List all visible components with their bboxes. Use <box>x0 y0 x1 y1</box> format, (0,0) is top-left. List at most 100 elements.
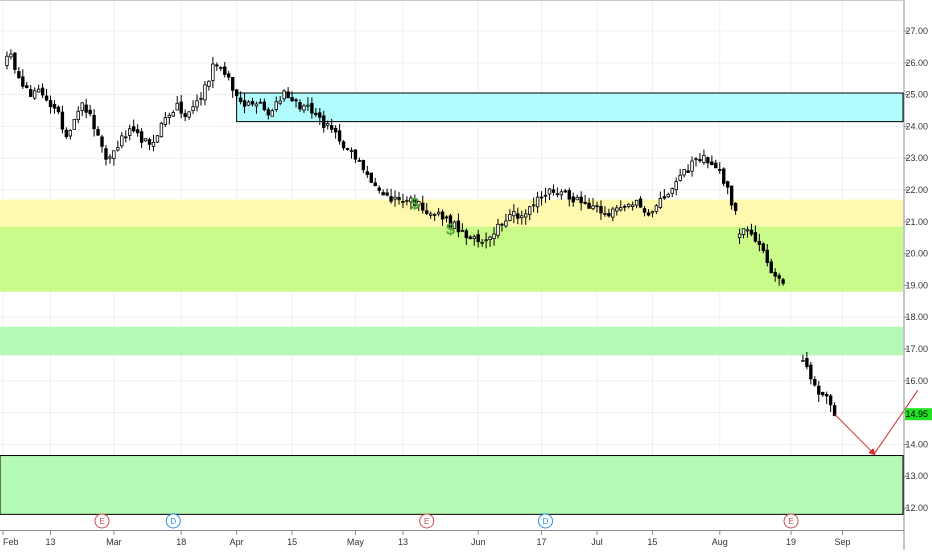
candle-body <box>543 194 548 197</box>
candle-body <box>690 160 694 172</box>
candle-body <box>809 364 813 380</box>
x-tick-label: Mar <box>106 537 122 547</box>
candle-body <box>587 202 591 209</box>
candle-body <box>258 101 263 104</box>
y-tick-label: 27.00 <box>905 26 928 36</box>
x-tick-label: 15 <box>287 537 297 547</box>
event-circle[interactable] <box>94 513 110 529</box>
x-tick-label: 13 <box>398 537 408 547</box>
candle-body <box>615 207 619 212</box>
x-tick-label: Sep <box>835 537 851 547</box>
candle-body <box>163 117 168 125</box>
candle-body <box>29 88 33 97</box>
candle-body <box>539 196 544 199</box>
candle-body <box>385 192 389 196</box>
candle-body <box>725 181 730 188</box>
candle-body <box>452 221 457 229</box>
candle-body <box>357 160 362 162</box>
candle-body <box>777 275 781 279</box>
candle-body <box>508 214 512 221</box>
candle-body <box>444 216 449 219</box>
candle-body <box>634 199 639 206</box>
y-tick-label: 17.00 <box>905 344 928 354</box>
candle-body <box>745 229 750 232</box>
candle-body <box>9 53 13 58</box>
candle-body <box>722 168 726 184</box>
candle-body <box>377 187 381 191</box>
y-tick-label: 26.00 <box>905 58 928 68</box>
candle-body <box>753 232 758 242</box>
candle-body <box>25 85 29 89</box>
candle-body <box>824 394 829 397</box>
candle-body <box>464 230 469 239</box>
event-circle[interactable] <box>419 513 435 529</box>
candle-body <box>167 114 172 118</box>
event-circle[interactable] <box>538 513 554 529</box>
candle-body <box>591 205 595 210</box>
candle-body <box>381 192 385 196</box>
candle-body <box>13 52 17 70</box>
candle-body <box>520 215 524 219</box>
candle-body <box>76 110 80 121</box>
candle-body <box>678 174 682 181</box>
y-tick-label: 24.00 <box>905 121 928 131</box>
candle-body <box>227 73 231 78</box>
candle-body <box>151 141 156 147</box>
dollar-marker[interactable]: $ <box>446 222 455 239</box>
candle-body <box>630 204 635 208</box>
candle-body <box>262 101 267 111</box>
candle-body <box>769 261 773 274</box>
event-label: E <box>788 517 793 526</box>
candle-body <box>686 170 690 173</box>
candle-body <box>187 111 191 118</box>
dollar-marker[interactable]: $ <box>410 196 419 213</box>
candle-body <box>607 213 611 217</box>
projection-line-down <box>834 413 876 456</box>
candle-body <box>365 171 370 175</box>
x-tick-label: 19 <box>786 537 796 547</box>
candle-body <box>361 160 366 171</box>
candle-body <box>147 139 152 145</box>
candle-body <box>599 206 603 214</box>
candle-body <box>413 197 417 207</box>
candle-body <box>84 104 88 113</box>
y-tick-label: 19.00 <box>905 280 928 290</box>
candle-body <box>694 158 698 161</box>
y-tick-label: 21.00 <box>905 217 928 227</box>
candle-body <box>389 196 393 202</box>
candle-body <box>476 234 480 243</box>
candle-body <box>741 228 746 235</box>
candle-body <box>199 97 203 100</box>
event-circle[interactable] <box>783 513 799 529</box>
y-tick-label: 14.00 <box>905 439 928 449</box>
candle-body <box>496 223 500 236</box>
x-tick-label: Jul <box>591 537 603 547</box>
candle-body <box>120 135 124 147</box>
candle-body <box>436 211 441 215</box>
candle-body <box>302 105 306 111</box>
candle-body <box>563 190 568 193</box>
zone-green-upper <box>0 226 903 292</box>
candle-body <box>527 206 532 215</box>
candle-body <box>547 188 552 195</box>
candle-body <box>619 207 623 211</box>
event-circle[interactable] <box>165 513 181 529</box>
y-tick-label: 16.00 <box>905 376 928 386</box>
candle-body <box>749 229 754 235</box>
candle-body <box>393 196 397 200</box>
candle-body <box>36 88 41 93</box>
candle-body <box>765 249 769 263</box>
candle-body <box>175 102 179 111</box>
candle-body <box>666 193 670 198</box>
candle-body <box>571 196 575 203</box>
candle-body <box>238 97 243 102</box>
candle-body <box>64 129 69 138</box>
candle-body <box>88 109 92 115</box>
candle-body <box>44 95 49 101</box>
candle-body <box>531 204 536 207</box>
candle-body <box>480 241 484 244</box>
zone-green-middle <box>0 326 903 356</box>
